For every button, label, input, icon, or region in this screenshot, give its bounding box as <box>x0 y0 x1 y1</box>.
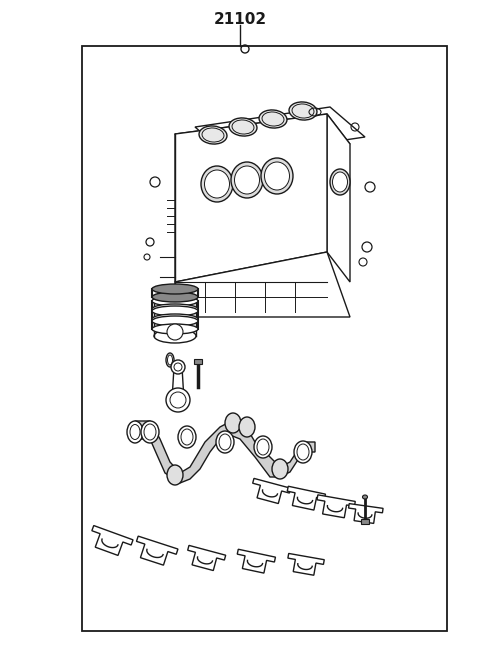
Ellipse shape <box>225 413 241 433</box>
Text: 21102: 21102 <box>214 12 266 26</box>
Polygon shape <box>237 549 276 573</box>
Ellipse shape <box>259 110 287 128</box>
Ellipse shape <box>330 169 350 195</box>
Ellipse shape <box>154 291 196 305</box>
Polygon shape <box>317 495 355 518</box>
Circle shape <box>166 388 190 412</box>
Polygon shape <box>175 114 350 164</box>
Ellipse shape <box>229 118 257 136</box>
Polygon shape <box>175 252 350 317</box>
Ellipse shape <box>178 426 196 448</box>
Ellipse shape <box>167 465 183 485</box>
Polygon shape <box>175 114 327 282</box>
Ellipse shape <box>333 172 348 192</box>
Ellipse shape <box>294 441 312 463</box>
Ellipse shape <box>199 126 227 144</box>
Polygon shape <box>287 486 325 510</box>
Ellipse shape <box>362 495 368 499</box>
Bar <box>194 359 202 364</box>
Ellipse shape <box>152 284 198 294</box>
Ellipse shape <box>231 162 263 198</box>
Circle shape <box>171 360 185 374</box>
Ellipse shape <box>235 166 260 194</box>
Ellipse shape <box>152 316 198 326</box>
Polygon shape <box>327 114 350 282</box>
Ellipse shape <box>152 304 198 314</box>
Ellipse shape <box>261 158 293 194</box>
Polygon shape <box>188 545 226 570</box>
Ellipse shape <box>152 324 198 334</box>
Ellipse shape <box>239 417 255 437</box>
Ellipse shape <box>141 421 159 443</box>
Ellipse shape <box>152 296 198 306</box>
Polygon shape <box>135 419 315 483</box>
Ellipse shape <box>216 431 234 453</box>
Polygon shape <box>252 478 291 503</box>
Ellipse shape <box>127 421 143 443</box>
Ellipse shape <box>154 329 196 343</box>
Ellipse shape <box>166 353 174 367</box>
Ellipse shape <box>201 166 233 202</box>
Ellipse shape <box>264 162 289 190</box>
Polygon shape <box>348 504 383 524</box>
Circle shape <box>167 324 183 340</box>
Ellipse shape <box>152 306 198 316</box>
Ellipse shape <box>152 292 198 302</box>
Ellipse shape <box>254 436 272 458</box>
Polygon shape <box>92 526 133 555</box>
Polygon shape <box>172 367 184 400</box>
Ellipse shape <box>204 170 229 198</box>
Ellipse shape <box>272 459 288 479</box>
Ellipse shape <box>289 102 317 120</box>
Ellipse shape <box>152 314 198 324</box>
Polygon shape <box>288 553 324 576</box>
Bar <box>361 519 369 524</box>
Polygon shape <box>136 536 178 565</box>
Bar <box>82 46 447 631</box>
